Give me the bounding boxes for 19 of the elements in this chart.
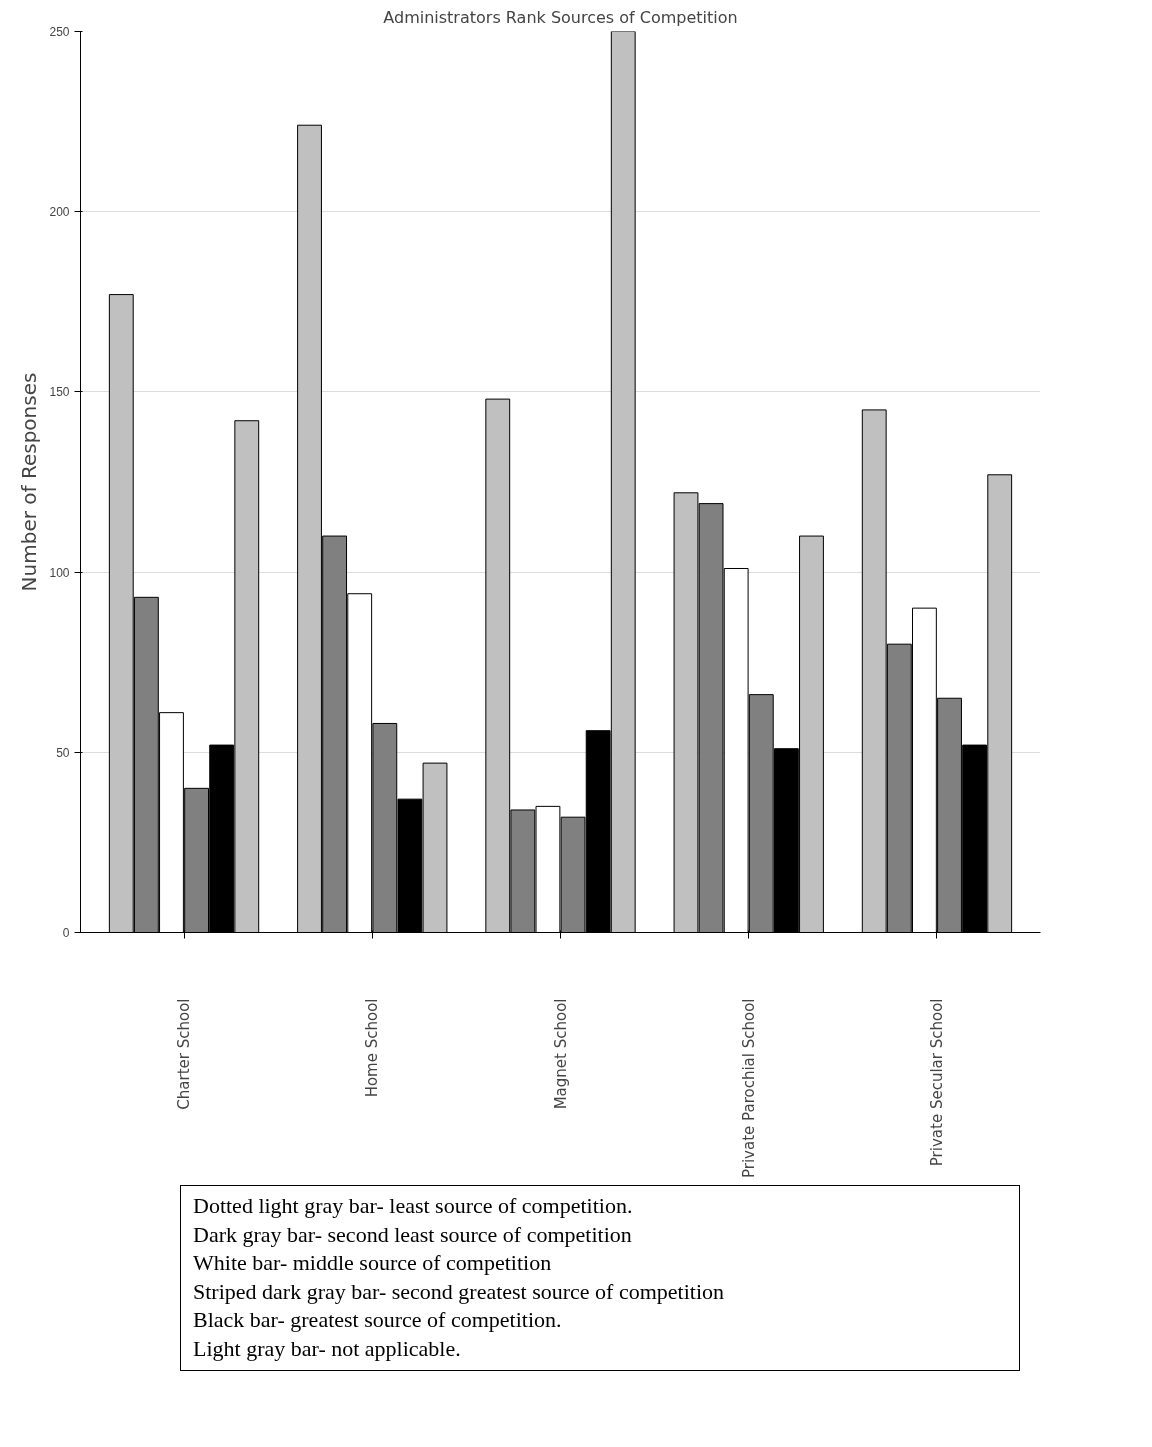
chart-title: Administrators Rank Sources of Competition [383, 7, 738, 27]
x-tick-label: Charter School [175, 998, 194, 1110]
y-tick-label: 50 [56, 745, 70, 760]
x-tick-label: Home School [363, 998, 382, 1098]
text: Striped dark gray bar- second greatest source of competition [193, 1278, 725, 1304]
x-tick-label: Magnet School [551, 998, 570, 1110]
text: White bar- middle source of competition [193, 1250, 552, 1276]
y-tick-label: 0 [62, 926, 70, 940]
x-tick-label: Private Secular School [927, 998, 946, 1167]
y-tick-label: 150 [49, 385, 70, 400]
y-axis-title: Number of Responses [17, 372, 42, 592]
y-tick-label: 100 [49, 565, 70, 580]
text: Dotted light gray bar- least source of competition. [193, 1193, 633, 1218]
y-tick-label: 200 [49, 205, 70, 220]
text: Dark gray bar- second least source of competition [193, 1221, 632, 1247]
x-tick-label: Private Parochial School [739, 998, 758, 1178]
y-tick-label: 250 [49, 25, 70, 39]
text: Black bar- greatest source of competition. [193, 1307, 562, 1333]
text: Light gray bar- not applicable. [193, 1335, 461, 1361]
